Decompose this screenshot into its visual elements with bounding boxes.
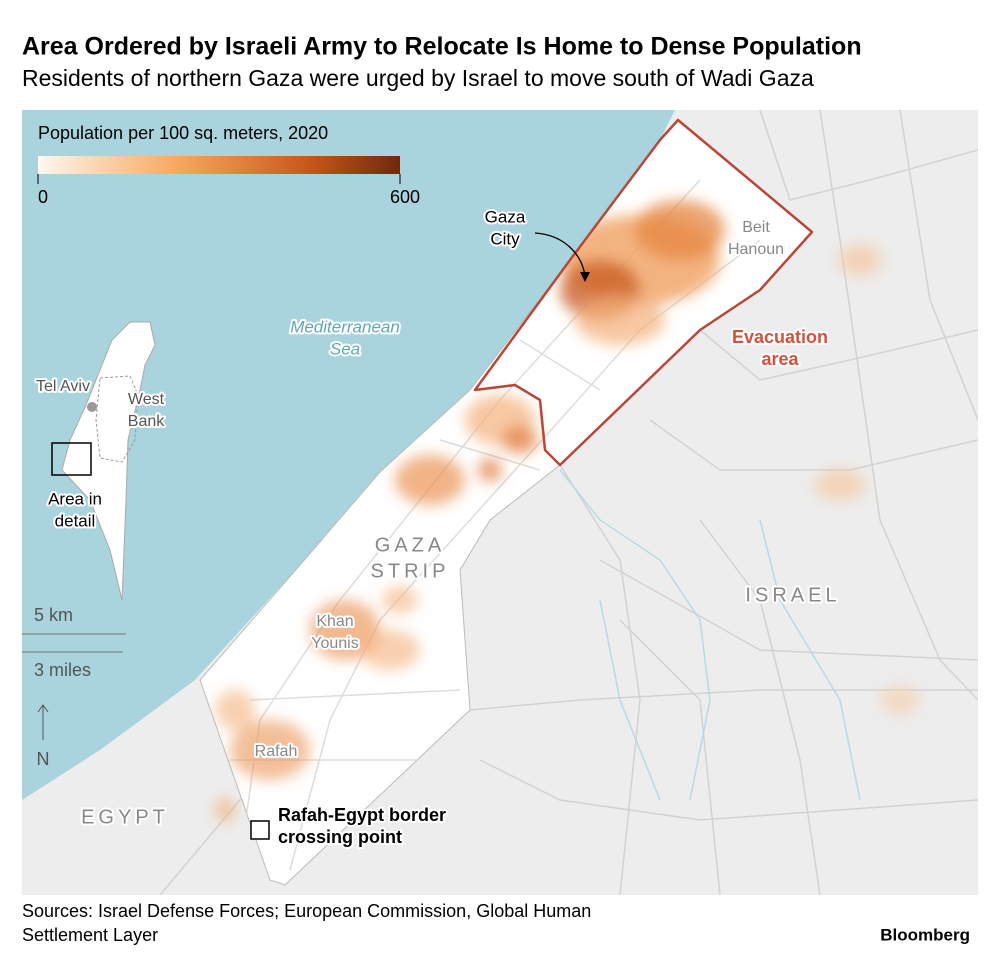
map-label: ISRAEL (745, 584, 840, 606)
inset-map (51, 321, 156, 601)
map: 5 km 3 miles N Population per 100 sq. me… (22, 110, 978, 895)
map-label: Evacuation (732, 327, 828, 347)
map-label: area (761, 349, 799, 369)
map-label: detail (55, 511, 96, 530)
map-label: Khan (316, 613, 353, 630)
streams (559, 469, 861, 801)
map-label: Beit (742, 219, 770, 236)
gaza-city-arrow (534, 232, 586, 277)
subtitle: Residents of northern Gaza were urged by… (22, 65, 814, 91)
map-label: Gaza (485, 207, 526, 226)
map-label: GAZA (375, 534, 445, 556)
crossing-marker (250, 820, 270, 840)
labels: Gaza City Beit Hanoun Mediterranean Sea Evacua… (34, 205, 840, 848)
map-label: Bank (128, 413, 165, 430)
scale-km: 5 km (34, 605, 73, 625)
map-label: Mediterranean (290, 317, 400, 336)
arrow-head (580, 272, 590, 282)
map-label: STRIP (371, 560, 450, 582)
credit: Bloomberg (880, 925, 970, 944)
map-label: Rafah-Egypt border (278, 805, 446, 825)
map-label: EGYPT (81, 806, 169, 828)
legend-value: 0 (38, 187, 48, 207)
map-label: West (128, 391, 165, 408)
sources: Sources: Israel Defense Forces; European… (22, 901, 591, 921)
map-label: City (490, 229, 520, 248)
evacuation-area-outline (473, 118, 814, 467)
north-arrow-head (37, 704, 49, 713)
scale-miles: 3 miles (34, 660, 91, 680)
legend-value: 600 (390, 187, 420, 207)
map-label: Rafah (255, 743, 298, 760)
map-label: Younis (311, 635, 358, 652)
map-label: crossing point (278, 827, 402, 847)
sources: Settlement Layer (22, 925, 158, 945)
title: Area Ordered by Israeli Army to Relocate… (22, 33, 862, 61)
legend-gradient (38, 156, 400, 174)
map-label: Sea (330, 339, 360, 358)
north-label: N (37, 749, 50, 769)
map-label: Area in (48, 489, 102, 508)
population-density (215, 200, 725, 780)
map-label: Tel Aviv (36, 378, 90, 395)
legend-title: Population per 100 sq. meters, 2020 (38, 123, 328, 143)
map-label: Hanoun (728, 241, 784, 258)
outside-settlements (215, 244, 920, 822)
sea (22, 110, 675, 800)
